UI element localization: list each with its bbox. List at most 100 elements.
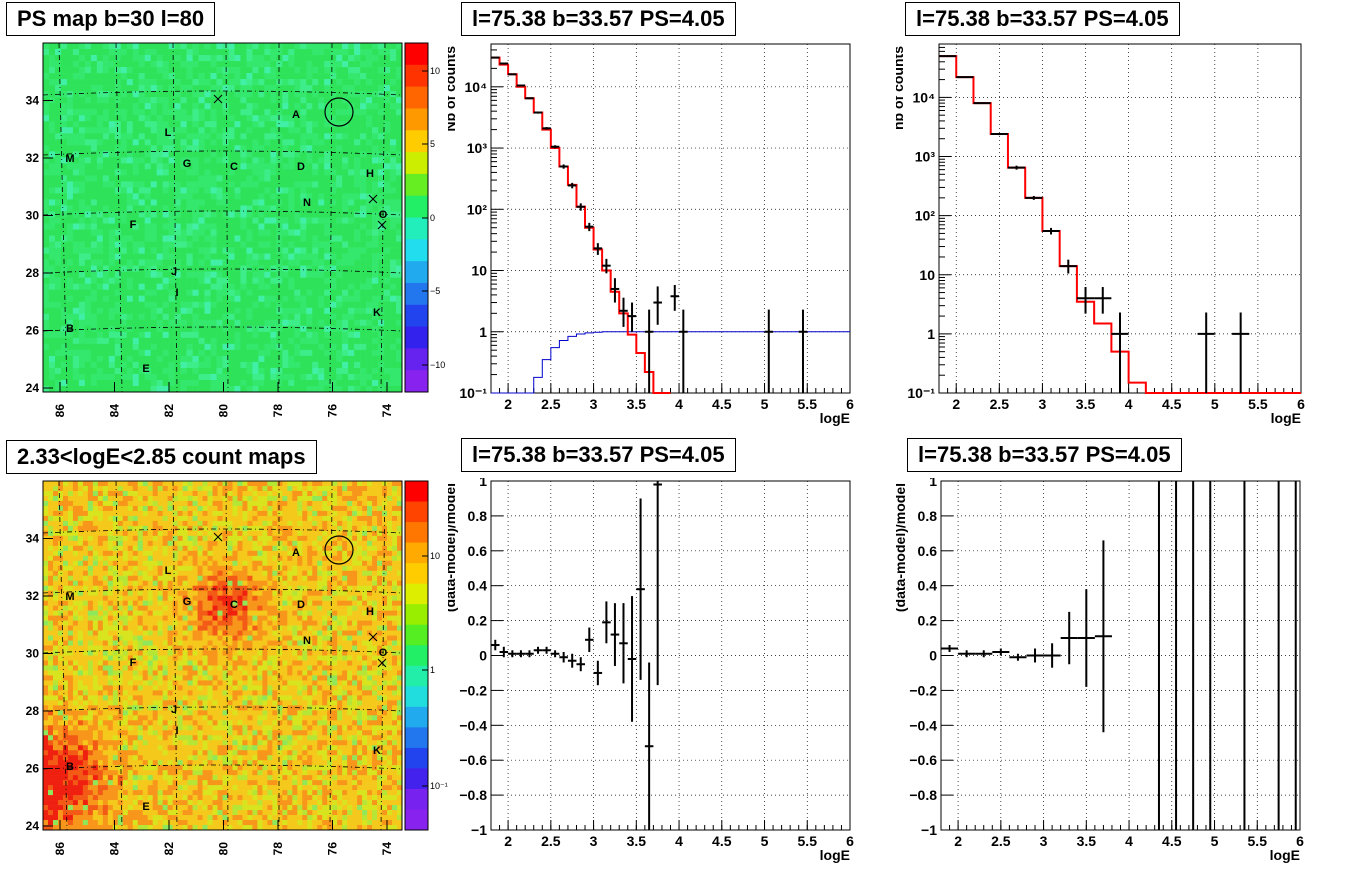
heatmap-cell (137, 485, 144, 492)
heatmap-cell (216, 253, 223, 260)
heatmap-cell (114, 103, 122, 110)
heatmap-cell (384, 229, 391, 236)
heatmap-cell (162, 247, 169, 254)
heatmap-cell (252, 295, 259, 303)
heatmap-cell (174, 103, 181, 110)
heatmap-cell (306, 301, 313, 309)
heatmap-cell (138, 325, 146, 333)
heatmap-cell (294, 355, 301, 363)
heatmap-cell (144, 127, 151, 134)
heatmap-cell (142, 560, 149, 567)
heatmap-cell (102, 73, 110, 80)
heatmap-cell (72, 199, 80, 206)
heatmap-cell (168, 241, 175, 248)
heatmap-cell (48, 295, 56, 303)
heatmap-cell (72, 570, 79, 577)
heatmap-cell (122, 555, 129, 562)
heatmap-cell (97, 490, 104, 497)
heatmap-cell (126, 235, 134, 242)
heatmap-cell (240, 307, 247, 315)
heatmap-cell (120, 115, 128, 122)
heatmap-cell (102, 115, 110, 122)
heatmap-cell (396, 313, 403, 321)
heatmap-cell (330, 289, 337, 297)
heatmap-cell (126, 211, 134, 218)
heatmap-cell (107, 525, 114, 532)
heatmap-cell (396, 379, 403, 387)
heatmap-cell (156, 127, 163, 134)
heatmap-cell (270, 193, 277, 200)
heatmap-cell (84, 229, 92, 236)
heatmap-cell (90, 115, 98, 122)
heatmap-cell (96, 259, 104, 266)
heatmap-cell (47, 605, 54, 611)
heatmap-cell (240, 289, 247, 297)
heatmap-cell (102, 595, 109, 601)
heatmap-cell (312, 319, 319, 327)
heatmap-cell (97, 800, 104, 806)
heatmap-cell (72, 73, 80, 80)
heatmap-cell (96, 349, 104, 357)
heatmap-cell (240, 175, 247, 182)
heatmap-cell (336, 193, 343, 200)
heatmap-cell (132, 175, 140, 182)
heatmap-cell (90, 259, 98, 266)
heatmap-cell (354, 139, 361, 146)
heatmap-cell (330, 115, 337, 122)
heatmap-cell (102, 755, 109, 761)
heatmap-cell (210, 121, 217, 128)
heatmap-cell (282, 49, 289, 56)
heatmap-cell (137, 750, 144, 756)
heatmap-cell (222, 385, 229, 393)
heatmap-cell (174, 97, 181, 104)
heatmap-cell (90, 91, 98, 98)
heatmap-cell (354, 67, 361, 74)
heatmap-cell (66, 331, 74, 339)
heatmap-cell (390, 283, 397, 291)
heatmap-cell (384, 337, 391, 345)
heatmap-cell (252, 85, 259, 92)
heatmap-cell (240, 211, 247, 218)
heatmap-cell (264, 157, 271, 164)
heatmap-cell (122, 740, 129, 746)
heatmap-cell (384, 199, 391, 206)
heatmap-cell (282, 205, 289, 212)
heatmap-cell (132, 785, 139, 791)
heatmap-cell (354, 373, 361, 381)
heatmap-cell (150, 175, 157, 182)
heatmap-cell (57, 495, 64, 502)
heatmap-cell (122, 610, 129, 616)
heatmap-cell (264, 127, 271, 134)
heatmap-cell (324, 259, 331, 266)
heatmap-cell (82, 765, 89, 771)
heatmap-cell (162, 139, 169, 146)
heatmap-cell (192, 43, 199, 50)
heatmap-cell (372, 211, 379, 218)
heatmap-cell (57, 640, 64, 646)
heatmap-cell (144, 289, 151, 297)
heatmap-cell (384, 85, 391, 92)
heatmap-cell (264, 97, 271, 104)
heatmap-cell (87, 730, 94, 736)
heatmap-cell (186, 307, 193, 315)
heatmap-cell (234, 241, 241, 248)
heatmap-cell (137, 635, 144, 641)
heatmap-cell (246, 49, 253, 56)
heatmap-cell (57, 570, 64, 577)
heatmap-cell (102, 540, 109, 547)
heatmap-cell (87, 720, 94, 726)
heatmap-cell (57, 530, 64, 537)
heatmap-cell (174, 373, 181, 381)
heatmap-cell (312, 181, 319, 188)
heatmap-cell (107, 730, 114, 736)
heatmap-cell (82, 555, 89, 562)
heatmap-cell (97, 785, 104, 791)
heatmap-cell (108, 295, 116, 303)
colorbar-cell (405, 86, 428, 109)
heatmap-cell (82, 490, 89, 497)
heatmap-cell (180, 85, 187, 92)
heatmap-cell (77, 605, 84, 611)
heatmap-cell (114, 91, 122, 98)
heatmap-cell (258, 235, 265, 242)
heatmap-cell (78, 163, 86, 170)
